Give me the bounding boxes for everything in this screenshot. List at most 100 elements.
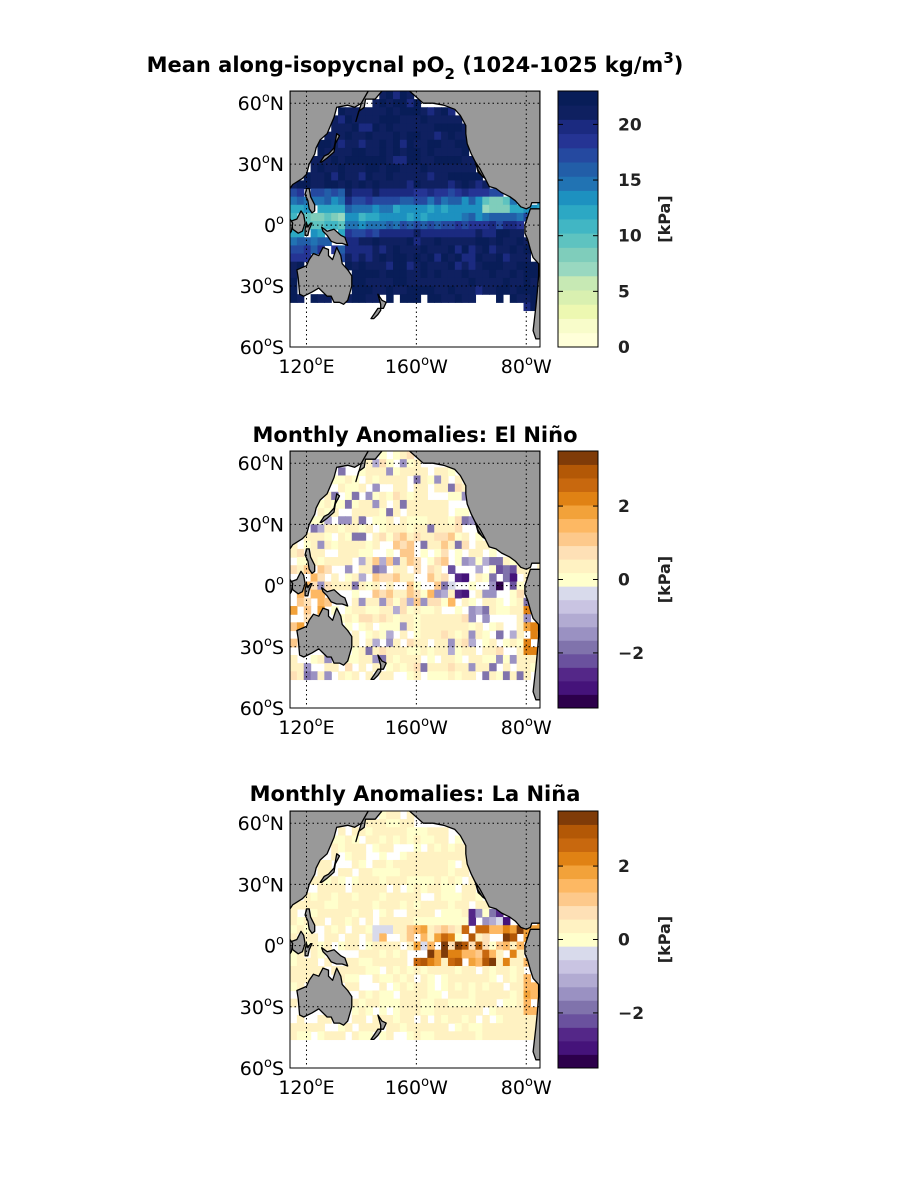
data-cell: [303, 1031, 312, 1041]
data-cell: [434, 499, 442, 509]
data-cell: [441, 557, 449, 566]
data-cell: [482, 597, 490, 607]
data-cell: [331, 892, 339, 902]
data-cell: [358, 107, 367, 116]
data-cell: [468, 654, 477, 664]
data-cell: [468, 917, 477, 926]
data-cell: [413, 925, 422, 934]
data-cell: [317, 941, 325, 951]
data-cell: [379, 900, 387, 910]
colorbar-tick-label: 0: [618, 931, 630, 951]
data-cell: [317, 597, 325, 607]
data-cell: [496, 990, 504, 1000]
data-cell: [461, 941, 470, 951]
data-cell: [379, 671, 387, 681]
data-cell: [427, 597, 435, 607]
data-cell: [399, 835, 408, 845]
data-cell: [379, 941, 387, 951]
data-cell: [344, 900, 353, 910]
data-cell: [344, 966, 353, 975]
land-mass: [290, 578, 294, 595]
data-cell: [338, 499, 346, 509]
data-cell: [523, 654, 531, 664]
data-cell: [427, 499, 435, 509]
data-cell: [372, 827, 380, 837]
data-cell: [482, 941, 490, 951]
data-cell: [393, 811, 401, 820]
data-cell: [303, 1023, 312, 1032]
data-cell: [365, 1006, 374, 1016]
data-cell: [427, 131, 435, 141]
data-cell: [310, 966, 319, 975]
data-cell: [406, 1006, 415, 1016]
data-cell: [434, 475, 442, 485]
data-cell: [379, 115, 387, 125]
data-cell: [468, 982, 477, 992]
data-cell: [344, 540, 353, 550]
data-cell: [413, 196, 422, 206]
data-cell: [406, 941, 415, 951]
data-cell: [379, 253, 387, 263]
data-cell: [441, 835, 449, 845]
data-cell: [530, 286, 538, 295]
data-cell: [365, 499, 374, 509]
land-mass: [370, 293, 387, 320]
data-cell: [468, 172, 477, 181]
data-cell: [427, 974, 435, 983]
data-cell: [523, 294, 531, 303]
data-cell: [310, 917, 319, 926]
colorbar-swatch: [558, 586, 598, 601]
data-cell: [475, 998, 483, 1008]
data-cell: [406, 221, 415, 230]
data-cell: [296, 622, 305, 632]
data-cell: [427, 573, 435, 583]
data-cell: [447, 622, 456, 632]
data-cell: [475, 573, 483, 583]
data-cell: [420, 212, 428, 222]
data-cell: [399, 269, 408, 279]
data-cell: [420, 1031, 428, 1041]
data-cell: [310, 671, 319, 681]
data-cell: [523, 1031, 531, 1041]
data-cell: [461, 884, 470, 894]
data-cell: [489, 671, 497, 681]
data-cell: [427, 229, 435, 238]
data-cell: [427, 565, 435, 574]
data-cell: [461, 253, 470, 263]
data-cell: [413, 851, 422, 861]
colorbar-swatch: [558, 1040, 598, 1055]
colorbar-swatch: [558, 1000, 598, 1015]
data-cell: [454, 269, 463, 279]
data-cell: [317, 557, 325, 566]
data-cell: [317, 221, 325, 230]
data-cell: [365, 131, 374, 141]
data-cell: [413, 294, 422, 303]
data-cell: [358, 253, 367, 263]
colorbar: 20−2[kPa]: [557, 450, 674, 709]
colorbar-swatch: [558, 973, 598, 988]
data-cell: [441, 646, 449, 656]
data-cell: [447, 123, 456, 133]
data-cell: [454, 156, 463, 165]
data-cell: [290, 212, 298, 222]
data-cell: [372, 998, 380, 1008]
data-cell: [454, 900, 463, 910]
data-cell: [475, 1023, 483, 1032]
x-tick-label: 120oE: [278, 1075, 334, 1099]
data-cell: [434, 139, 442, 149]
data-cell: [420, 859, 428, 869]
data-cell: [365, 475, 374, 485]
data-cell: [351, 573, 360, 583]
title-subscript: 2: [445, 65, 455, 83]
data-cell: [344, 212, 353, 222]
data-cell: [393, 876, 401, 886]
data-cell: [358, 654, 367, 664]
tick-degree: o: [262, 512, 270, 527]
tick-degree: o: [262, 811, 270, 826]
data-cell: [434, 949, 442, 959]
tick-value: 160: [385, 717, 421, 739]
data-cell: [468, 196, 477, 206]
y-tick-label: 30oN: [238, 512, 284, 536]
data-cell: [489, 638, 497, 648]
data-cell: [454, 630, 463, 640]
